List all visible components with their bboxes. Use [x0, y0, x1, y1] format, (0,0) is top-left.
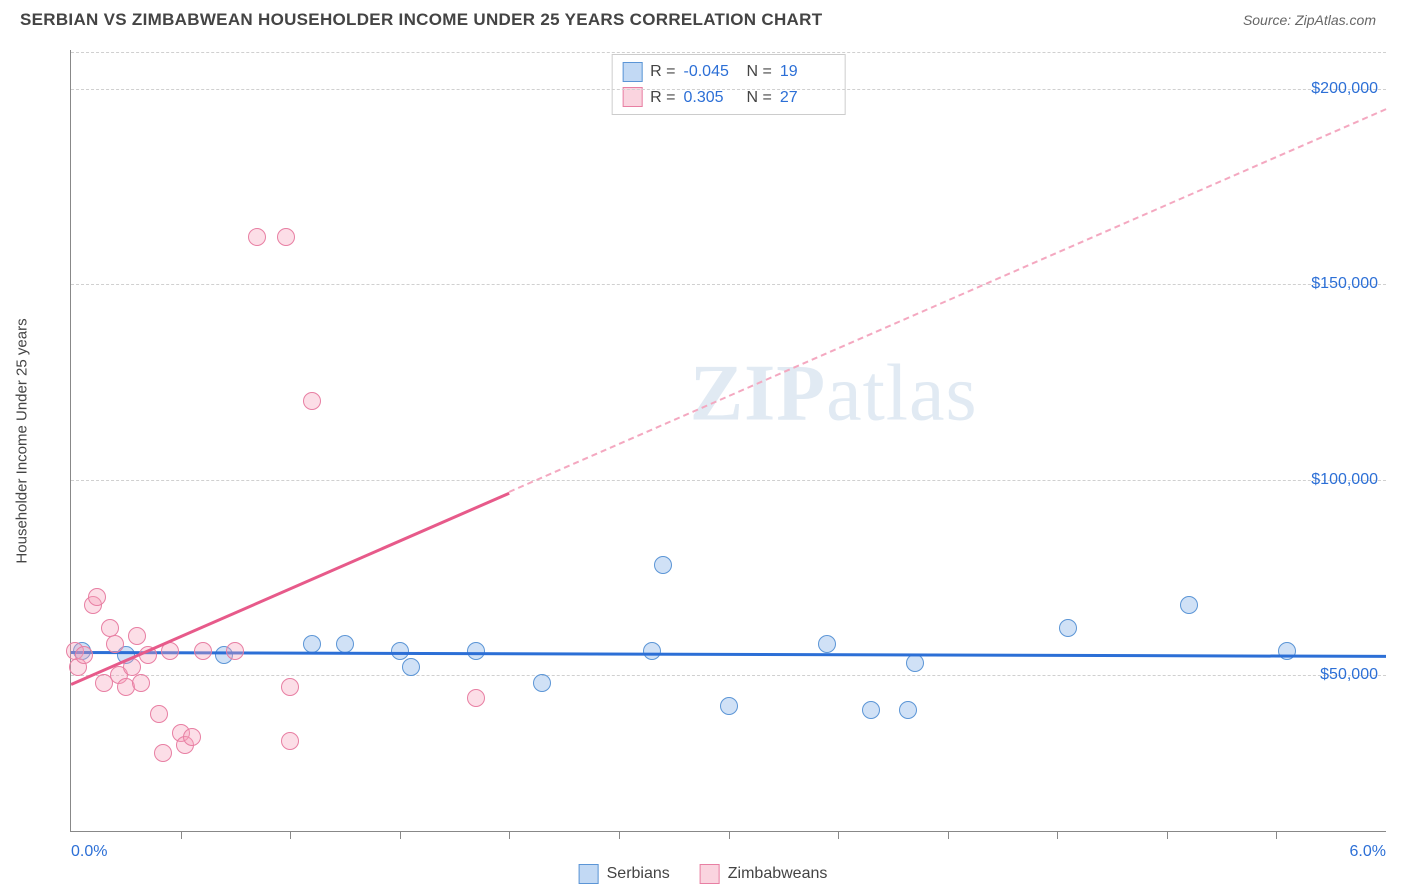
data-point-serbians [906, 654, 924, 672]
y-tick-label: $200,000 [1311, 80, 1378, 98]
data-point-zimbabweans [277, 228, 295, 246]
legend-item-zimbabweans: Zimbabweans [700, 864, 828, 884]
data-point-zimbabweans [128, 627, 146, 645]
gridline [71, 675, 1386, 676]
x-tick [290, 831, 291, 839]
x-tick [509, 831, 510, 839]
legend-item-serbians: Serbians [579, 864, 670, 884]
gridline [71, 284, 1386, 285]
gridline [71, 89, 1386, 90]
x-tick [1167, 831, 1168, 839]
source-label: Source: ZipAtlas.com [1243, 12, 1376, 28]
data-point-zimbabweans [281, 732, 299, 750]
n-label: N = [747, 59, 772, 85]
data-point-serbians [654, 556, 672, 574]
y-tick-label: $150,000 [1311, 275, 1378, 293]
data-point-zimbabweans [154, 744, 172, 762]
swatch-zimbabweans [622, 87, 642, 107]
data-point-zimbabweans [303, 392, 321, 410]
data-point-zimbabweans [194, 642, 212, 660]
chart-area: Householder Income Under 25 years ZIPatl… [50, 50, 1386, 832]
data-point-zimbabweans [281, 678, 299, 696]
data-point-serbians [336, 635, 354, 653]
gridline [71, 52, 1386, 53]
x-tick [1276, 831, 1277, 839]
trendline-zimbabweans-dashed [509, 109, 1386, 494]
legend-swatch [579, 864, 599, 884]
data-point-serbians [899, 701, 917, 719]
data-point-zimbabweans [132, 674, 150, 692]
n-value-serbians: 19 [780, 59, 835, 85]
series-legend: Serbians Zimbabweans [579, 864, 828, 884]
data-point-serbians [1278, 642, 1296, 660]
r-value-serbians: -0.045 [684, 59, 739, 85]
data-point-serbians [862, 701, 880, 719]
legend-swatch [700, 864, 720, 884]
gridline [71, 480, 1386, 481]
data-point-serbians [818, 635, 836, 653]
x-tick [838, 831, 839, 839]
data-point-serbians [643, 642, 661, 660]
x-tick [181, 831, 182, 839]
swatch-serbians [622, 62, 642, 82]
correlation-legend: R =-0.045N =19R =0.305N =27 [611, 54, 846, 115]
x-max-label: 6.0% [1350, 843, 1386, 861]
data-point-serbians [720, 697, 738, 715]
y-tick-label: $100,000 [1311, 471, 1378, 489]
corr-row-serbians: R = -0.045 N = 19 [622, 59, 835, 85]
x-min-label: 0.0% [71, 843, 107, 861]
data-point-serbians [1180, 596, 1198, 614]
data-point-zimbabweans [183, 728, 201, 746]
data-point-zimbabweans [88, 588, 106, 606]
data-point-zimbabweans [226, 642, 244, 660]
x-tick [1057, 831, 1058, 839]
data-point-serbians [303, 635, 321, 653]
x-tick [619, 831, 620, 839]
data-point-zimbabweans [467, 689, 485, 707]
x-tick [948, 831, 949, 839]
r-label: R = [650, 59, 675, 85]
x-tick [729, 831, 730, 839]
trendline-serbians [71, 651, 1386, 657]
chart-title: SERBIAN VS ZIMBABWEAN HOUSEHOLDER INCOME… [20, 10, 822, 30]
data-point-serbians [533, 674, 551, 692]
y-axis-label: Householder Income Under 25 years [14, 318, 31, 563]
plot-area: ZIPatlas R =-0.045N =19R =0.305N =27 $50… [70, 50, 1386, 832]
x-tick [400, 831, 401, 839]
data-point-serbians [1059, 619, 1077, 637]
chart-header: SERBIAN VS ZIMBABWEAN HOUSEHOLDER INCOME… [0, 0, 1406, 38]
data-point-zimbabweans [248, 228, 266, 246]
data-point-serbians [402, 658, 420, 676]
data-point-zimbabweans [150, 705, 168, 723]
legend-label: Zimbabweans [728, 865, 828, 883]
y-tick-label: $50,000 [1320, 666, 1378, 684]
legend-label: Serbians [607, 865, 670, 883]
trendline-zimbabweans [70, 491, 509, 685]
watermark-part2: atlas [826, 349, 978, 437]
data-point-zimbabweans [75, 646, 93, 664]
data-point-zimbabweans [106, 635, 124, 653]
